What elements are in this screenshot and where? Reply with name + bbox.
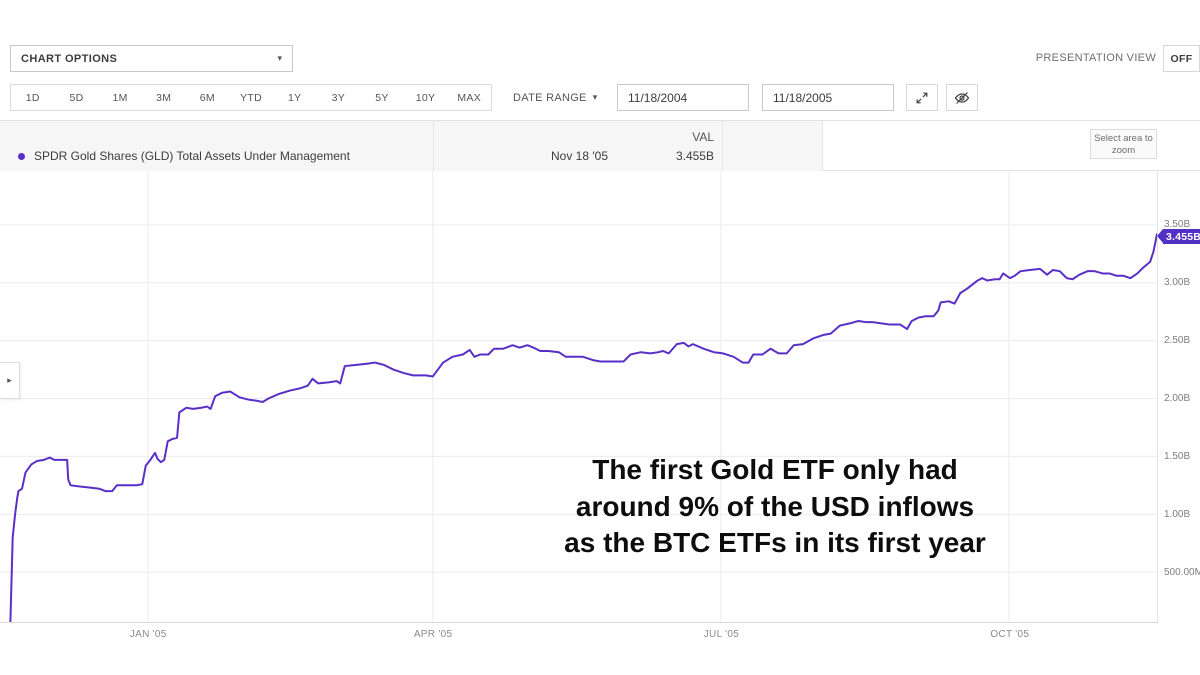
y-tick-label: 1.50B [1164, 451, 1191, 462]
annotation-overlay: The first Gold ETF only had around 9% of… [545, 452, 1005, 562]
val-column-value: 3.455B [675, 149, 714, 163]
x-tick-label: JAN '05 [129, 629, 167, 640]
range-button-5d[interactable]: 5D [69, 91, 84, 104]
chart-svg [0, 171, 1157, 622]
annotation-line: around 9% of the USD inflows [575, 490, 975, 522]
date-range-label: DATE RANGE [513, 91, 587, 104]
time-range-bar: 1D 5D 1M 3M 6M YTD 1Y 3Y 5Y 10Y MAX [10, 84, 492, 111]
series-label: SPDR Gold Shares (GLD) Total Assets Unde… [34, 149, 350, 163]
range-button-10y[interactable]: 10Y [415, 91, 436, 104]
last-value-badge: 3.455B [1156, 229, 1200, 244]
date-to-input[interactable] [762, 84, 894, 111]
legend-series-row[interactable]: SPDR Gold Shares (GLD) Total Assets Unde… [18, 149, 350, 163]
y-tick-label: 2.00B [1164, 393, 1191, 404]
x-tick-label: APR '05 [413, 629, 453, 640]
range-button-max[interactable]: MAX [457, 91, 482, 104]
expand-icon [915, 91, 929, 105]
date-range-dropdown[interactable]: DATE RANGE ▾ [513, 84, 598, 111]
x-tick-label: JUL '05 [703, 629, 740, 640]
hover-date: Nov 18 '05 [551, 149, 608, 163]
eye-off-icon [954, 91, 970, 105]
annotation-line: as the BTC ETFs in its first year [564, 527, 986, 558]
presentation-view-label: PRESENTATION VIEW [1035, 52, 1156, 64]
chart-panel: SPDR Gold Shares (GLD) Total Assets Unde… [0, 120, 1200, 648]
range-button-1d[interactable]: 1D [25, 91, 40, 104]
series-color-dot [18, 152, 25, 160]
x-axis-labels: JAN '05 APR '05 JUL '05 OCT '05 [0, 626, 1158, 646]
chart-options-dropdown[interactable]: CHART OPTIONS ▾ [10, 45, 293, 72]
range-button-3y[interactable]: 3Y [331, 91, 346, 104]
fullscreen-button[interactable] [906, 84, 938, 111]
sidebar-expand-tab[interactable]: ▸ [0, 362, 20, 399]
y-tick-label: 2.50B [1164, 335, 1191, 346]
range-button-1y[interactable]: 1Y [287, 91, 302, 104]
y-tick-label: 1.00B [1164, 509, 1191, 520]
range-button-ytd[interactable]: YTD [240, 91, 262, 104]
chevron-down-icon: ▾ [277, 53, 282, 63]
chevron-down-icon: ▾ [592, 92, 598, 102]
select-area-to-zoom-button[interactable]: Select area to zoom [1090, 129, 1157, 159]
series-line [9, 233, 1157, 622]
range-button-1m[interactable]: 1M [112, 91, 128, 104]
y-axis-labels: 3.50B 3.00B 2.50B 2.00B 1.50B 1.00B 500.00M [1158, 171, 1200, 623]
y-tick-label: 3.50B [1164, 219, 1191, 230]
range-button-6m[interactable]: 6M [199, 91, 215, 104]
legend-band: SPDR Gold Shares (GLD) Total Assets Unde… [0, 121, 1200, 171]
plot-row: 3.50B 3.00B 2.50B 2.00B 1.50B 1.00B 500.00M 3.… [0, 171, 1200, 640]
range-button-5y[interactable]: 5Y [375, 91, 389, 104]
range-button-3m[interactable]: 3M [156, 91, 172, 104]
x-tick-label: OCT '05 [990, 629, 1030, 640]
hide-chart-button[interactable] [946, 84, 978, 111]
legend-band-background [0, 121, 822, 171]
y-tick-label: 3.00B [1164, 277, 1191, 288]
y-tick-label: 500.00M [1164, 567, 1200, 578]
plot-area[interactable] [0, 171, 1158, 623]
chevron-right-icon: ▸ [7, 375, 12, 385]
annotation-line: The first Gold ETF only had [592, 454, 958, 485]
chart-options-label: CHART OPTIONS [21, 52, 118, 65]
column-divider [822, 121, 823, 171]
date-from-input[interactable] [617, 84, 749, 111]
presentation-view-toggle[interactable]: OFF [1163, 45, 1200, 72]
column-divider [433, 121, 434, 171]
column-divider [722, 121, 723, 171]
val-column-header: VAL [692, 130, 714, 144]
